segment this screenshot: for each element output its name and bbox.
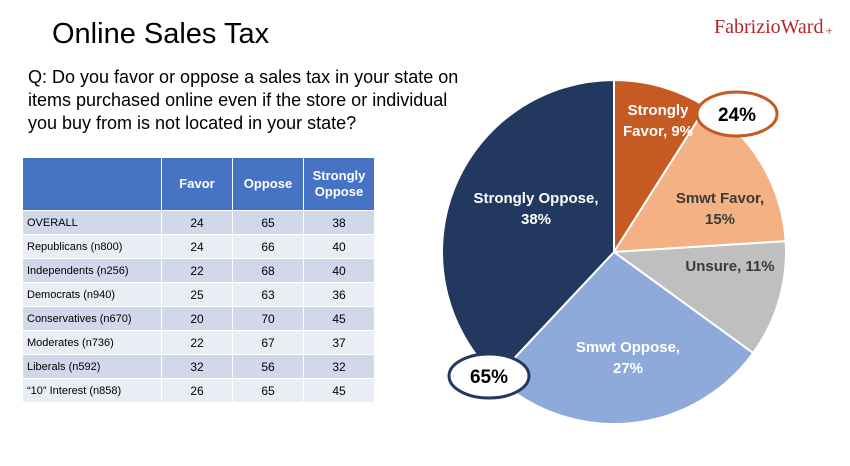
- row-label: Conservatives (n670): [22, 306, 162, 331]
- row-label: Independents (n256): [22, 258, 162, 283]
- cell-strongly-oppose: 40: [303, 258, 375, 283]
- table-row: “10” Interest (n858) 26 65 45: [22, 378, 375, 403]
- cell-strongly-oppose: 45: [303, 306, 375, 331]
- brand-logo: FabrizioWard +: [714, 16, 833, 39]
- table-row: OVERALL 24 65 38: [22, 210, 375, 235]
- cell-favor: 20: [161, 306, 233, 331]
- table-row: Democrats (n940) 25 63 36: [22, 282, 375, 307]
- cell-strongly-oppose: 32: [303, 354, 375, 379]
- cell-oppose: 70: [232, 306, 304, 331]
- brand-name: FabrizioWard: [714, 16, 824, 38]
- callout-favor-total-ellipse: [695, 90, 779, 138]
- cell-favor: 25: [161, 282, 233, 307]
- table-header-row: Favor Oppose Strongly Oppose: [22, 157, 375, 211]
- header-strongly-oppose: Strongly Oppose: [303, 157, 375, 211]
- pie-label-strongly-favor: Strongly Favor, 9%: [623, 102, 693, 140]
- pie-label-unsure: Unsure, 11%: [685, 258, 774, 275]
- header-favor: Favor: [161, 157, 233, 211]
- cell-strongly-oppose: 37: [303, 330, 375, 355]
- table-row: Liberals (n592) 32 56 32: [22, 354, 375, 379]
- cell-oppose: 56: [232, 354, 304, 379]
- pie-slice-unsure: [611, 240, 787, 355]
- pie-slice-smwt-oppose: [494, 250, 755, 425]
- row-label: Liberals (n592): [22, 354, 162, 379]
- callout-oppose-total-ellipse: [447, 352, 531, 400]
- cell-oppose: 65: [232, 210, 304, 235]
- callout-favor-total-label: 24%: [718, 105, 756, 126]
- table-row: Independents (n256) 22 68 40: [22, 258, 375, 283]
- cell-favor: 22: [161, 258, 233, 283]
- pie-label-smwt-oppose: Smwt Oppose, 27%: [576, 339, 680, 377]
- table-row: Conservatives (n670) 20 70 45: [22, 306, 375, 331]
- cell-oppose: 66: [232, 234, 304, 259]
- row-label: Republicans (n800): [22, 234, 162, 259]
- callout-oppose-total-label: 65%: [470, 367, 508, 388]
- cell-favor: 24: [161, 210, 233, 235]
- row-label: “10” Interest (n858): [22, 378, 162, 403]
- row-label: OVERALL: [22, 210, 162, 235]
- pie-label-strongly-oppose: Strongly Oppose, 38%: [473, 190, 598, 228]
- cell-strongly-oppose: 36: [303, 282, 375, 307]
- cell-oppose: 65: [232, 378, 304, 403]
- cell-strongly-oppose: 45: [303, 378, 375, 403]
- cell-favor: 22: [161, 330, 233, 355]
- results-table: Favor Oppose Strongly Oppose OVERALL 24 65…: [22, 157, 375, 403]
- page-title: Online Sales Tax: [52, 18, 270, 50]
- cell-strongly-oppose: 40: [303, 234, 375, 259]
- pie-label-smwt-favor: Smwt Favor, 15%: [676, 190, 764, 228]
- brand-plus: +: [825, 23, 833, 38]
- cell-favor: 32: [161, 354, 233, 379]
- row-label: Democrats (n940): [22, 282, 162, 307]
- question-text: Q: Do you favor or oppose a sales tax in…: [28, 67, 459, 133]
- row-label: Moderates (n736): [22, 330, 162, 355]
- pie-slice-strongly-oppose: [441, 78, 615, 379]
- cell-oppose: 68: [232, 258, 304, 283]
